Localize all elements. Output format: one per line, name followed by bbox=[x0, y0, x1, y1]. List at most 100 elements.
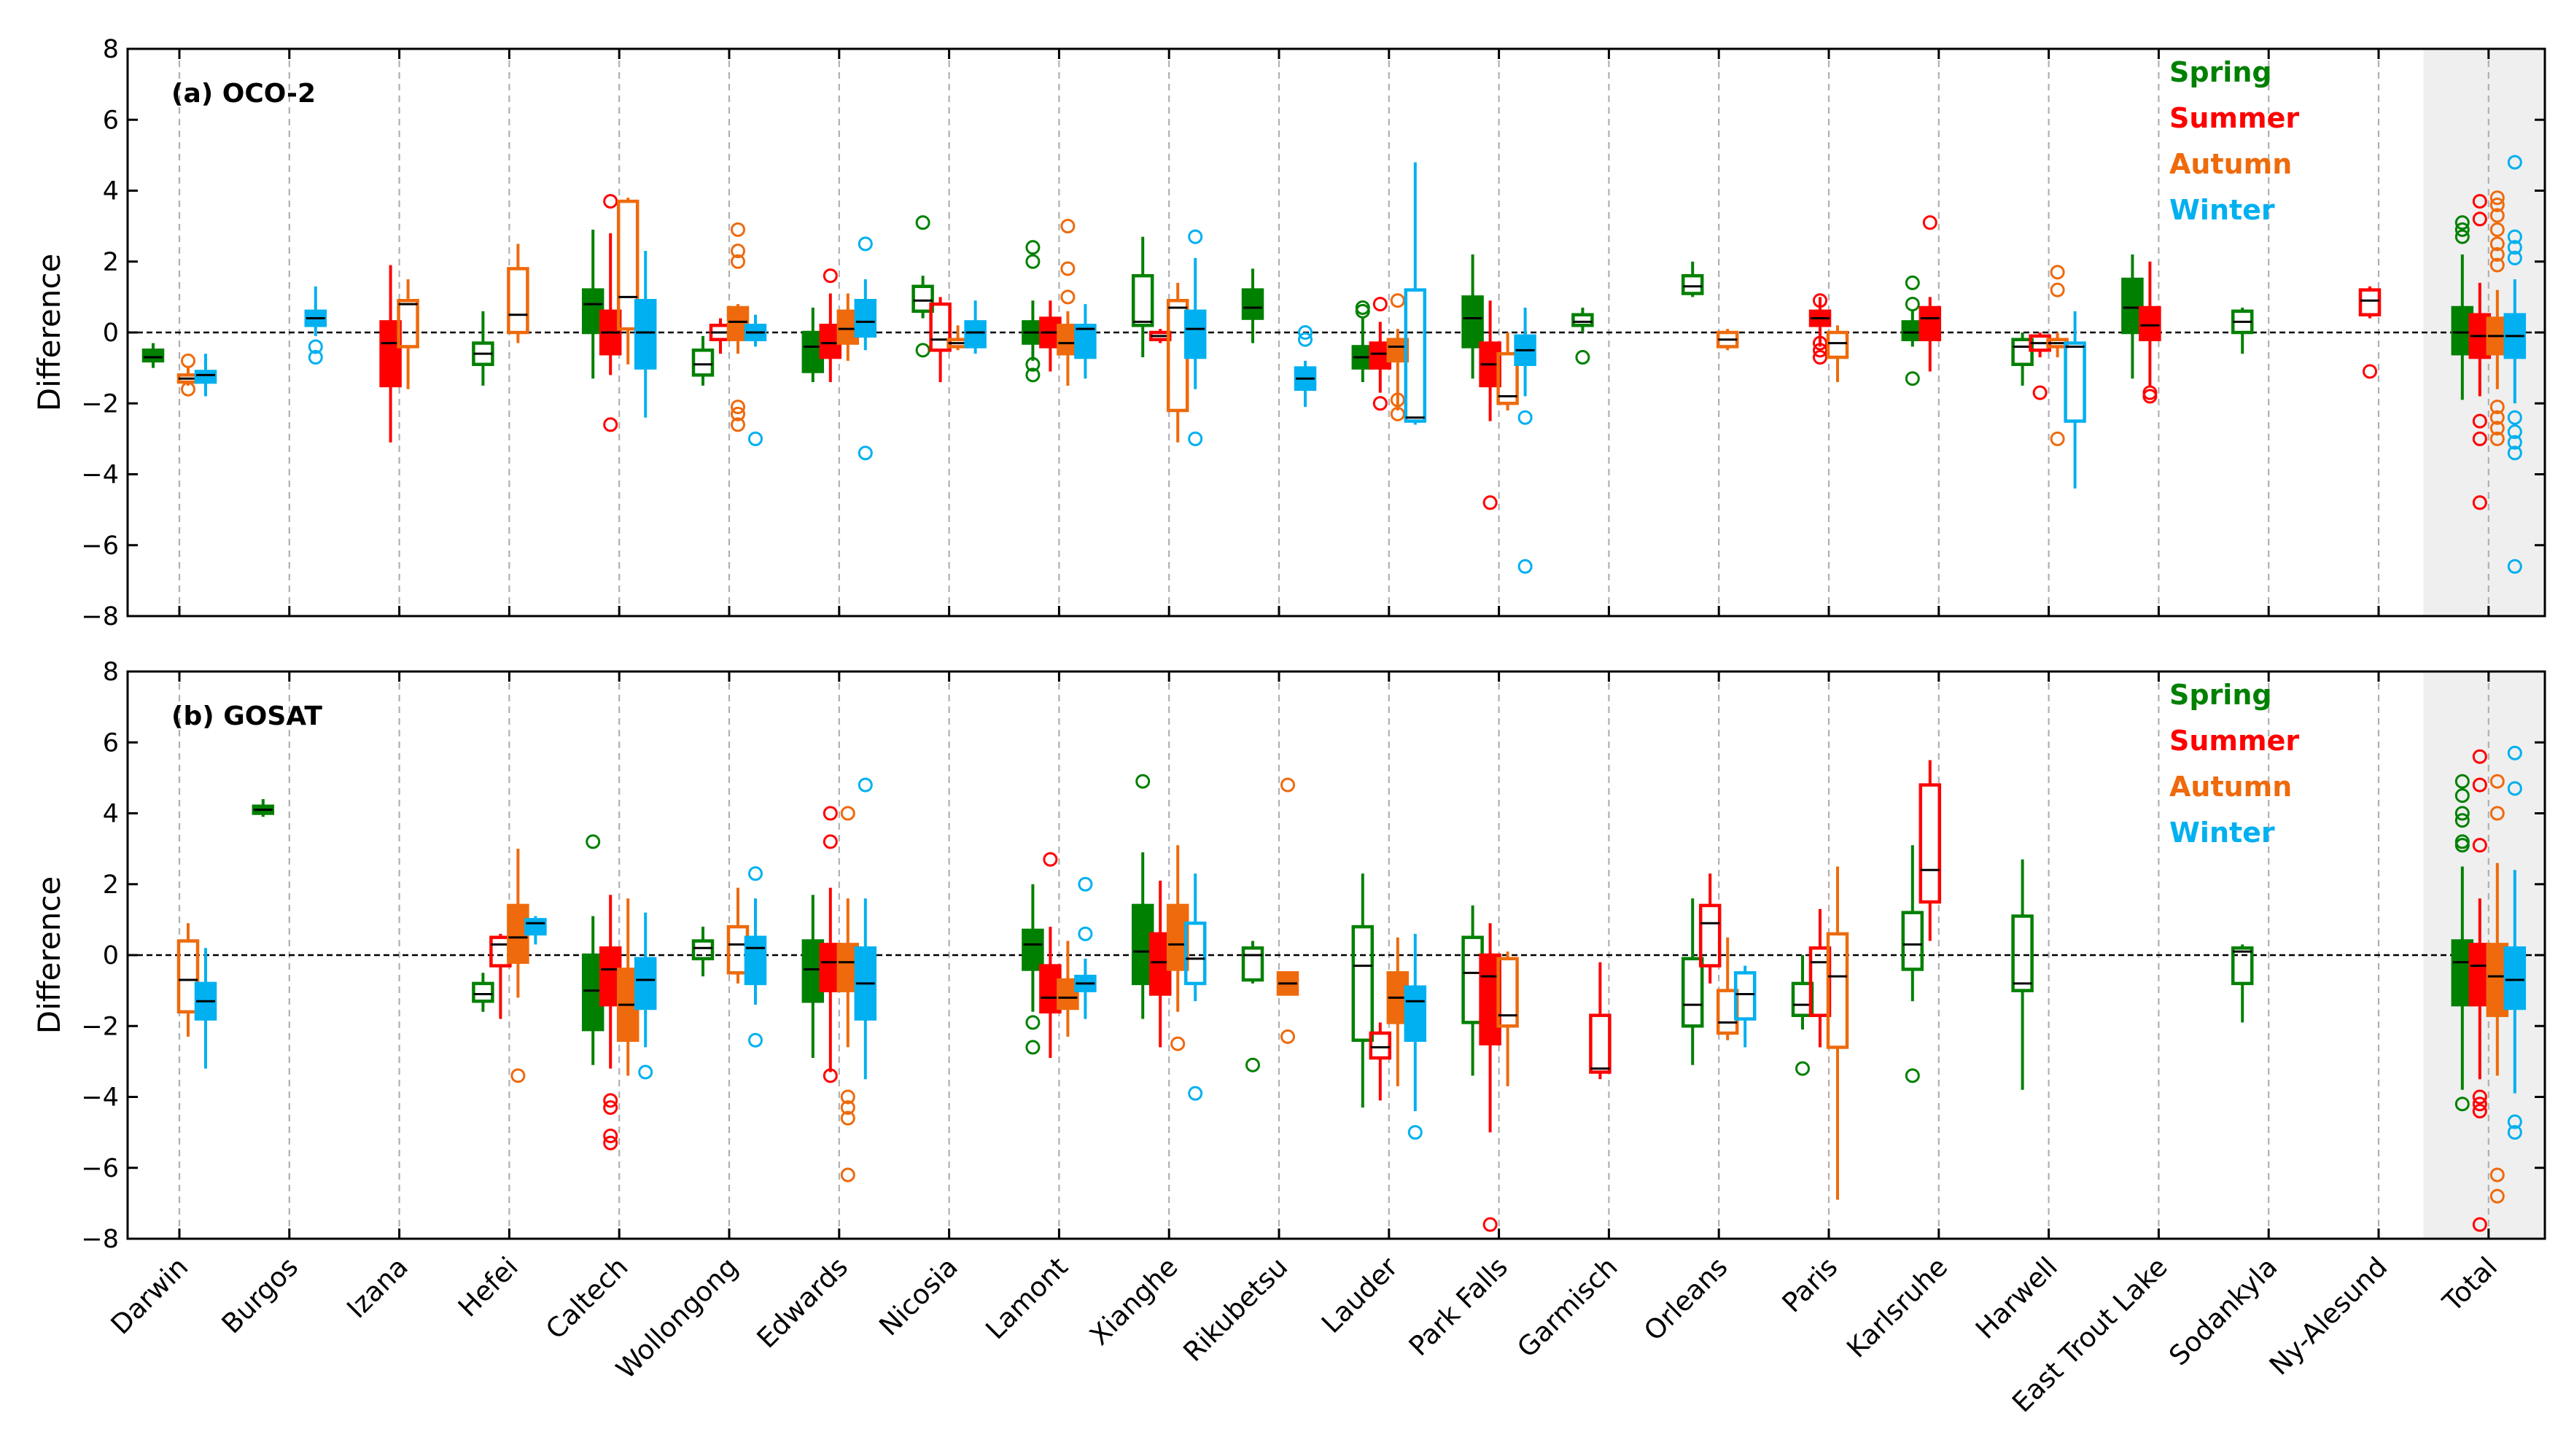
box-body bbox=[1901, 320, 1924, 341]
outlier-point bbox=[858, 236, 873, 252]
y-tick-label: −2 bbox=[81, 389, 119, 418]
box-edwards-winter bbox=[854, 777, 877, 1080]
outlier-point bbox=[2472, 413, 2487, 429]
legend-summer: Summer bbox=[2169, 725, 2299, 757]
box-sodankyla-spring bbox=[2231, 944, 2254, 1023]
box-caltech-summer bbox=[599, 194, 622, 432]
box-lamont-winter bbox=[1074, 876, 1097, 1019]
box-ny-alesund-summer bbox=[2358, 286, 2382, 379]
outlier-point bbox=[2363, 364, 2377, 379]
box-caltech-winter bbox=[634, 912, 657, 1080]
y-tick-label: 6 bbox=[103, 728, 119, 758]
box-body bbox=[1589, 1013, 1612, 1074]
outlier-point bbox=[2142, 389, 2158, 404]
outlier-point bbox=[2454, 774, 2470, 789]
box-body bbox=[1148, 932, 1172, 996]
outlier-point bbox=[840, 1100, 855, 1116]
outlier-point bbox=[2489, 190, 2505, 206]
outlier-point bbox=[603, 1135, 618, 1151]
outlier-point bbox=[2472, 194, 2487, 209]
outlier-point bbox=[1280, 777, 1295, 793]
y-axis-title: Difference bbox=[31, 254, 67, 412]
box-rikubetsu-winter bbox=[1294, 325, 1317, 408]
box-park-falls-autumn bbox=[1496, 951, 1519, 1086]
outlier-point bbox=[1280, 1029, 1295, 1044]
category-label-park-falls: Park Falls bbox=[1403, 1251, 1514, 1362]
box-body bbox=[911, 284, 934, 314]
box-body bbox=[1131, 273, 1154, 327]
outlier-point bbox=[1135, 774, 1151, 789]
outlier-point bbox=[823, 834, 838, 849]
box-lamont-spring bbox=[1022, 240, 1044, 383]
outlier-point bbox=[1390, 293, 1405, 308]
y-tick-label: 0 bbox=[103, 319, 119, 348]
box-harwell-winter bbox=[2064, 311, 2086, 488]
outlier-point bbox=[2454, 1097, 2470, 1112]
box-body bbox=[472, 981, 494, 1003]
box-body bbox=[1131, 903, 1154, 986]
category-label-garmisch: Garmisch bbox=[1511, 1251, 1623, 1363]
y-tick-label: 8 bbox=[103, 35, 119, 64]
box-paris-autumn bbox=[1826, 866, 1849, 1200]
legend-spring: Spring bbox=[2169, 679, 2272, 711]
box-xianghe-summer bbox=[1148, 880, 1172, 1048]
outlier-point bbox=[748, 431, 763, 446]
outlier-point bbox=[1043, 852, 1058, 867]
category-label-lauder: Lauder bbox=[1315, 1250, 1404, 1339]
legend-winter: Winter bbox=[2169, 194, 2275, 226]
outlier-point bbox=[2507, 781, 2522, 796]
outlier-point bbox=[2507, 250, 2522, 265]
box-hefei-winter bbox=[524, 916, 547, 945]
outlier-point bbox=[858, 445, 873, 461]
box-karlsruhe-spring bbox=[1901, 845, 1924, 1083]
outlier-point bbox=[1025, 240, 1041, 255]
box-body bbox=[616, 199, 640, 331]
outlier-point bbox=[1298, 332, 1313, 347]
outlier-point bbox=[1813, 293, 1827, 308]
box-lauder-spring bbox=[1351, 873, 1375, 1108]
category-label-rikubetsu: Rikubetsu bbox=[1177, 1251, 1294, 1368]
outlier-point bbox=[1905, 1068, 1920, 1083]
outlier-point bbox=[1025, 367, 1041, 383]
outlier-point bbox=[1813, 350, 1827, 365]
panel-gosat: −8 −6 −4 −2 0 2 4 6 8 Difference (b) GOSAT Spring Su… bbox=[31, 658, 2546, 1254]
box-east-trout-lake-summer bbox=[2139, 261, 2161, 404]
outlier-point bbox=[2489, 421, 2505, 436]
box-caltech-autumn bbox=[616, 198, 640, 365]
outlier-point bbox=[181, 381, 195, 397]
outlier-point bbox=[2472, 1089, 2487, 1105]
outlier-point bbox=[1482, 1217, 1498, 1232]
outlier-point bbox=[510, 1068, 526, 1083]
outlier-point bbox=[638, 1064, 653, 1080]
outlier-point bbox=[586, 834, 601, 849]
outlier-point bbox=[1170, 1036, 1186, 1051]
outlier-point bbox=[2489, 410, 2505, 425]
box-lamont-summer bbox=[1039, 300, 1062, 372]
outlier-point bbox=[1060, 219, 1076, 234]
outlier-point bbox=[2472, 1103, 2487, 1118]
outlier-point bbox=[603, 194, 618, 209]
box-orleans-summer bbox=[1698, 873, 1722, 984]
category-label-sodankyla: Sodankyla bbox=[2163, 1251, 2283, 1371]
outlier-point bbox=[731, 400, 745, 415]
box-body bbox=[176, 939, 200, 1014]
box-sodankyla-spring bbox=[2231, 307, 2254, 354]
box-orleans-spring bbox=[1681, 261, 1704, 297]
box-body bbox=[1183, 921, 1207, 986]
legend-autumn: Autumn bbox=[2169, 771, 2292, 803]
outlier-point bbox=[2454, 806, 2470, 821]
box-body bbox=[2064, 341, 2086, 423]
outlier-point bbox=[2454, 215, 2470, 230]
box-rikubetsu-autumn bbox=[1276, 777, 1299, 1044]
category-label-orleans: Orleans bbox=[1638, 1251, 1733, 1347]
box-darwin-spring bbox=[141, 343, 165, 368]
y-tick-label: 6 bbox=[103, 106, 119, 135]
outlier-point bbox=[2507, 558, 2522, 574]
legend-spring: Spring bbox=[2169, 56, 2272, 88]
y-tick-label: −8 bbox=[81, 602, 119, 631]
outlier-point bbox=[840, 1089, 855, 1105]
outlier-point bbox=[2472, 838, 2487, 853]
box-body bbox=[691, 939, 715, 961]
outlier-point bbox=[1078, 926, 1093, 941]
box-body bbox=[1404, 985, 1427, 1042]
